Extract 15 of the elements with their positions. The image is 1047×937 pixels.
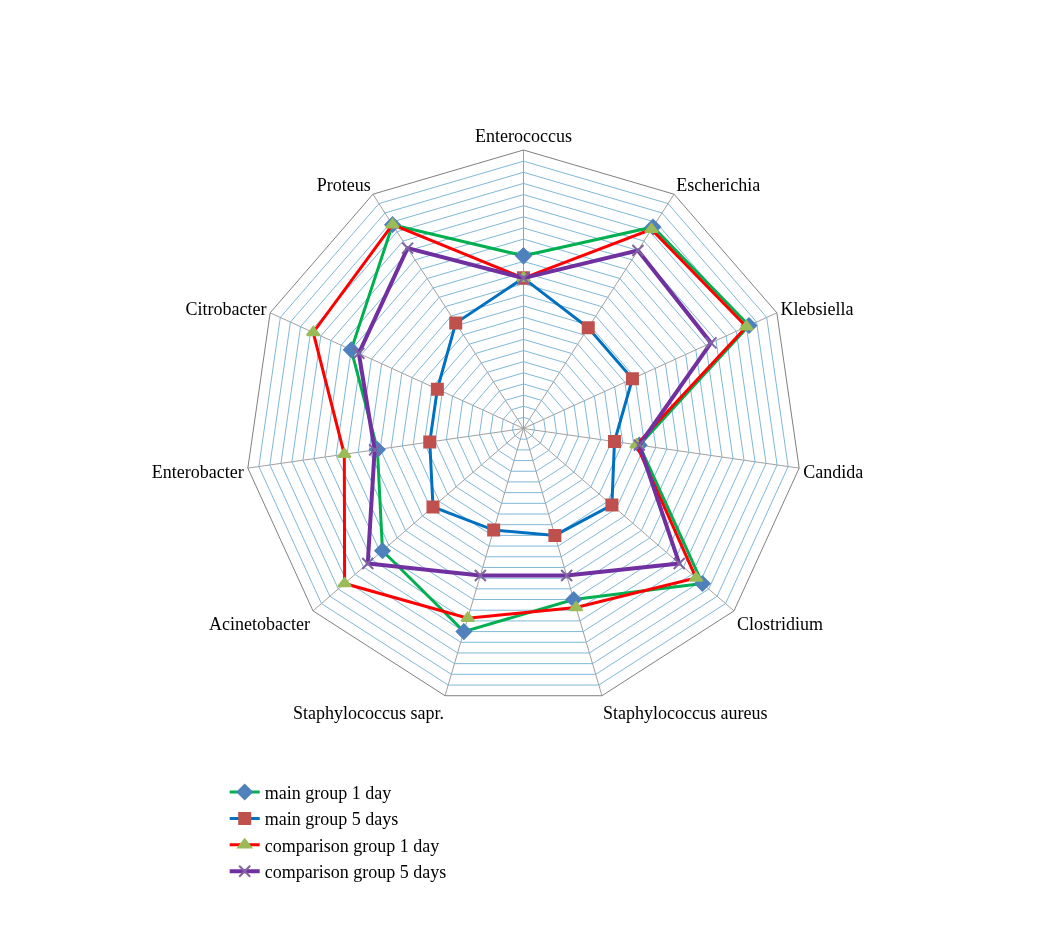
spoke-label: Proteus <box>316 175 371 196</box>
spoke-label: Enterococcus <box>475 126 572 147</box>
spoke-label: Staphylococcus sapr. <box>292 702 444 723</box>
legend-label: comparison group 5 days <box>264 862 447 883</box>
spoke-label: Enterobacter <box>151 461 244 482</box>
spoke-label: Staphylococcus aureus <box>603 702 768 723</box>
spoke-label: Clostridium <box>737 614 824 635</box>
spoke-label: Acinetobacter <box>208 614 310 635</box>
spoke-label: Citrobacter <box>185 299 267 320</box>
spoke-label: Candida <box>803 461 864 482</box>
spoke-label: Escherichia <box>676 175 761 196</box>
legend-label: comparison group 1 day <box>264 835 440 856</box>
spoke-label: Klebsiella <box>780 299 854 320</box>
legend-label: main group 5 days <box>264 809 399 830</box>
legend-label: main group 1 day <box>264 783 392 804</box>
